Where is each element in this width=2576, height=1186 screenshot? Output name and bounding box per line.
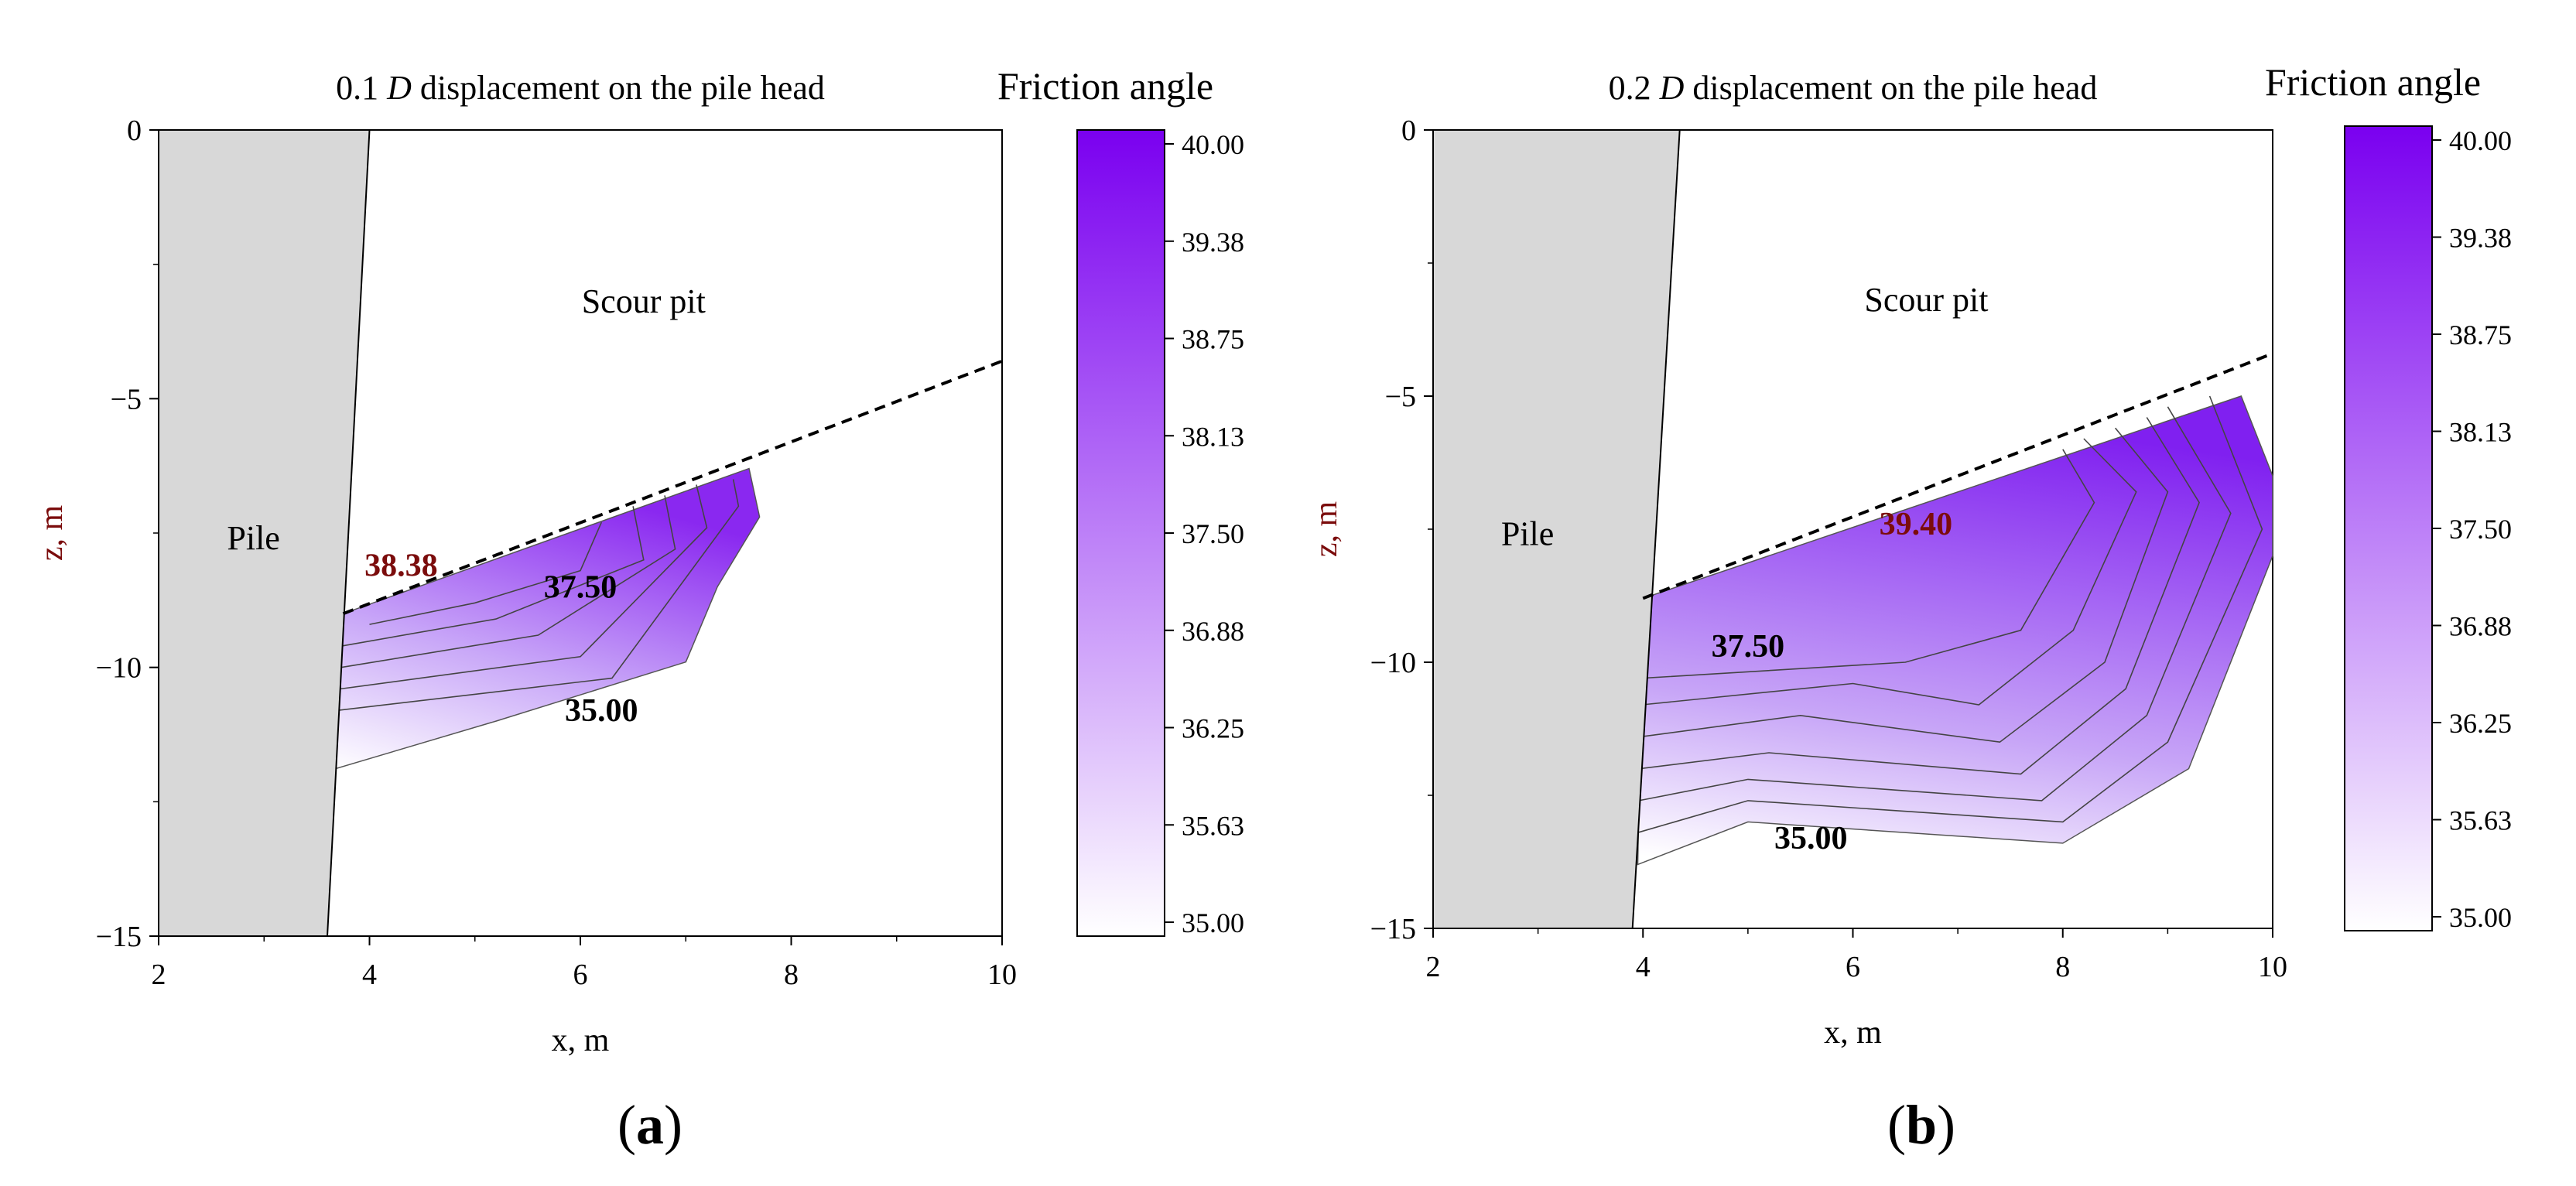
contour-annotation: 37.50 xyxy=(1712,629,1785,665)
colorbar-tick-label: 38.13 xyxy=(1182,421,1244,452)
y-tick-label: −10 xyxy=(96,652,142,685)
y-tick-label: −15 xyxy=(1370,913,1416,945)
x-tick-label: 8 xyxy=(2055,951,2070,983)
x-tick-label: 8 xyxy=(784,959,799,991)
colorbar-tick-label: 39.38 xyxy=(2449,223,2512,254)
contour-line-1 xyxy=(1638,406,2232,801)
contour-region xyxy=(1637,395,2273,866)
colorbar-tick-label: 36.25 xyxy=(1182,713,1244,744)
panel-label-letter: b xyxy=(1906,1094,1937,1156)
title-italic: D xyxy=(1659,69,1685,107)
contour-annotation: 35.00 xyxy=(565,693,638,729)
colorbar-title: Friction angle xyxy=(2265,60,2481,104)
scour-pit-line xyxy=(1642,352,2273,600)
x-axis-label: x, m xyxy=(552,1023,610,1058)
scour-pit-line xyxy=(342,359,1003,616)
y-tick-label: −5 xyxy=(111,383,142,415)
x-tick-label: 4 xyxy=(1636,951,1651,983)
colorbar xyxy=(1076,129,1165,937)
y-tick-label: −5 xyxy=(1385,381,1416,413)
contour-line-4 xyxy=(1641,438,2137,706)
contour-line-0 xyxy=(1637,395,2263,833)
x-tick-label: 4 xyxy=(362,959,377,991)
colorbar-tick-label: 35.00 xyxy=(1182,907,1244,938)
x-tick-label: 6 xyxy=(1846,951,1860,983)
y-tick-label: 0 xyxy=(127,114,142,147)
panel-label: (b) xyxy=(1887,1094,1955,1156)
colorbar-tick-label: 40.00 xyxy=(2449,125,2512,156)
panel-label-open: ( xyxy=(1887,1094,1906,1156)
contour-line-1 xyxy=(340,484,708,690)
colorbar-tick-label: 37.50 xyxy=(1182,518,1244,549)
y-tick-label: −15 xyxy=(96,921,142,953)
colorbar-tick-label: 35.63 xyxy=(2449,805,2512,836)
contour-annotation: 37.50 xyxy=(544,569,617,605)
pit-label: Scour pit xyxy=(582,282,706,320)
colorbar xyxy=(2344,125,2433,931)
colorbar-tick-label: 37.50 xyxy=(2449,514,2512,545)
title-italic: D xyxy=(386,69,412,107)
panel-label-close: ) xyxy=(1937,1094,1955,1156)
colorbar-tick-label: 38.75 xyxy=(2449,320,2512,350)
x-tick-label: 2 xyxy=(1426,951,1441,983)
colorbar-tick-label: 35.63 xyxy=(1182,810,1244,841)
pile-label: Pile xyxy=(227,519,279,557)
x-tick-label: 10 xyxy=(2258,951,2287,983)
x-tick-label: 6 xyxy=(573,959,588,991)
x-tick-label: 10 xyxy=(987,959,1017,991)
pit-label: Scour pit xyxy=(1864,281,1988,319)
contour-line-2 xyxy=(340,495,676,668)
chart-panel-a: 2 4 6 8 10 0 −5 −10 −15 x, m z, m 0.1 D displacemen… xyxy=(34,64,1244,1156)
title-suffix: displacement on the pile head xyxy=(1684,69,2097,107)
y-axis-label: z, m xyxy=(1309,501,1344,558)
contour-line-5 xyxy=(1643,449,2095,679)
colorbar-tick-label: 36.88 xyxy=(2449,611,2512,642)
colorbar-tick-label: 35.00 xyxy=(2449,902,2512,933)
contour-line-3 xyxy=(341,506,645,647)
contour-annotation: 38.38 xyxy=(364,549,438,584)
colorbar-tick-label: 38.13 xyxy=(2449,417,2512,448)
x-axis-label: x, m xyxy=(1824,1015,1882,1051)
x-tick-label: 2 xyxy=(152,959,166,991)
chart-title: 0.1 D displacement on the pile head xyxy=(336,69,825,107)
y-axis-label: z, m xyxy=(34,505,70,562)
colorbar-tick-label: 39.38 xyxy=(1182,227,1244,258)
title-suffix: displacement on the pile head xyxy=(412,69,825,107)
panel-label: (a) xyxy=(617,1094,682,1156)
contour-line-0 xyxy=(337,479,740,711)
contour-line-2 xyxy=(1640,417,2200,775)
contour-line-4 xyxy=(369,521,603,625)
contour-annotation: 39.40 xyxy=(1880,507,1953,542)
y-tick-label: 0 xyxy=(1401,114,1416,147)
colorbar-tick-label: 36.88 xyxy=(1182,616,1244,647)
colorbar-title: Friction angle xyxy=(997,64,1213,108)
panel-label-open: ( xyxy=(617,1094,636,1156)
chart-title: 0.2 D displacement on the pile head xyxy=(1609,69,2098,107)
colorbar-tick-label: 36.25 xyxy=(2449,708,2512,739)
contour-annotation: 35.00 xyxy=(1774,821,1848,856)
colorbar-tick-label: 40.00 xyxy=(1182,129,1244,160)
colorbar-tick-label: 38.75 xyxy=(1182,324,1244,355)
pile-label: Pile xyxy=(1501,515,1554,553)
title-prefix: 0.1 xyxy=(336,69,387,107)
contour-region xyxy=(331,467,761,771)
panel-label-letter: a xyxy=(636,1094,664,1156)
title-prefix: 0.2 xyxy=(1609,69,1660,107)
panel-label-close: ) xyxy=(664,1094,682,1156)
chart-panel-b: 2 4 6 8 10 0 −5 −10 −15 x, m z, m 0.2 D displacemen… xyxy=(1309,60,2512,1156)
y-tick-label: −10 xyxy=(1370,647,1416,679)
contour-line-3 xyxy=(1640,427,2169,743)
